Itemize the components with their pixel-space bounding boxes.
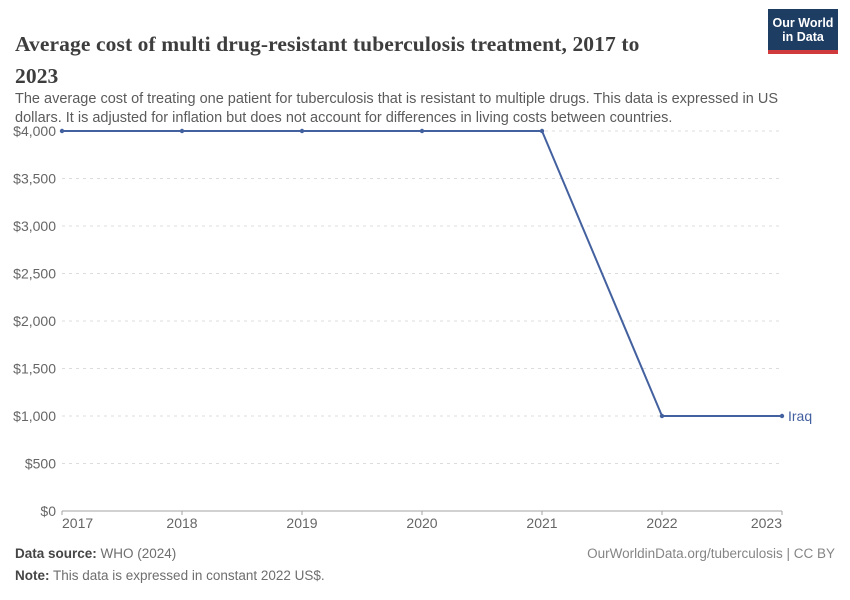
chart-title-line2: 2023 bbox=[15, 64, 59, 89]
chart-note: Note: This data is expressed in constant… bbox=[15, 568, 835, 583]
data-point[interactable] bbox=[419, 128, 425, 134]
x-axis-tick-label: 2020 bbox=[406, 515, 437, 531]
y-axis-tick-label: $2,500 bbox=[13, 266, 56, 282]
data-source: Data source: WHO (2024) bbox=[15, 546, 176, 561]
y-axis-tick-label: $2,000 bbox=[13, 313, 56, 329]
chart-subtitle: The average cost of treating one patient… bbox=[15, 90, 825, 129]
chart-subtitle-line2: dollars. It is adjusted for inflation bu… bbox=[15, 110, 673, 126]
x-axis-tick-label: 2021 bbox=[526, 515, 557, 531]
line-chart[interactable]: $0 $500 $1,000 $1,500 $2,000 $2,500 $3,000 $3,5… bbox=[0, 0, 850, 540]
note-label: Note: bbox=[15, 568, 50, 583]
chart-title-line1: Average cost of multi drug-resistant tub… bbox=[15, 32, 640, 57]
note-value: This data is expressed in constant 2022 … bbox=[49, 568, 325, 583]
data-point[interactable] bbox=[779, 413, 785, 419]
chart-title: Average cost of multi drug-resistant tub… bbox=[15, 28, 745, 92]
owid-logo-line2: in Data bbox=[782, 29, 824, 44]
x-axis-tick-label: 2017 bbox=[62, 515, 93, 531]
x-axis-tick-label: 2023 bbox=[751, 515, 782, 531]
data-point[interactable] bbox=[59, 128, 65, 134]
chart-footer: Data source: WHO (2024) OurWorldinData.o… bbox=[15, 546, 835, 583]
y-axis-tick-label: $0 bbox=[40, 503, 56, 519]
y-axis-tick-label: $3,500 bbox=[13, 171, 56, 187]
owid-logo-line1: Our World bbox=[772, 15, 834, 30]
y-axis-tick-label: $3,000 bbox=[13, 218, 56, 234]
owid-logo[interactable]: Our World in Data bbox=[768, 9, 838, 54]
y-axis-tick-label: $500 bbox=[25, 456, 56, 472]
data-point[interactable] bbox=[539, 128, 545, 134]
y-axis-tick-label: $4,000 bbox=[13, 123, 56, 139]
chart-subtitle-line1: The average cost of treating one patient… bbox=[15, 90, 778, 107]
credit-link[interactable]: OurWorldinData.org/tuberculosis | CC BY bbox=[587, 546, 835, 561]
x-axis-tick-label: 2022 bbox=[646, 515, 677, 531]
y-axis-tick-label: $1,500 bbox=[13, 361, 56, 377]
y-axis-tick-label: $1,000 bbox=[13, 408, 56, 424]
data-source-label: Data source: bbox=[15, 546, 97, 561]
data-source-value: WHO (2024) bbox=[96, 546, 177, 561]
x-axis-tick-label: 2018 bbox=[166, 515, 197, 531]
data-point[interactable] bbox=[299, 128, 305, 134]
data-point[interactable] bbox=[179, 128, 185, 134]
series-label-iraq[interactable]: Iraq bbox=[788, 408, 812, 424]
x-axis-tick-label: 2019 bbox=[286, 515, 317, 531]
data-point[interactable] bbox=[659, 413, 665, 419]
